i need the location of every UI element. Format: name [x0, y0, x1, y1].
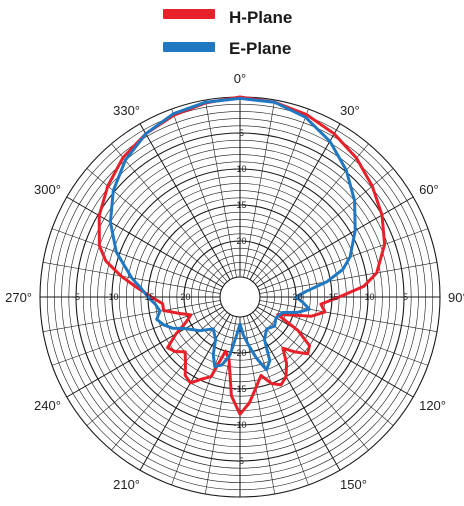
legend: H-Plane E-Plane [163, 8, 292, 58]
grid-spoke [204, 99, 237, 278]
grid-spoke [259, 300, 438, 333]
grid-spoke [258, 228, 429, 291]
legend-swatch-h-plane [163, 9, 215, 19]
radial-tick-label: -10 [233, 164, 246, 174]
angle-tick-label: 90° [448, 290, 464, 305]
grid-spoke [246, 315, 309, 486]
grid-spoke [243, 99, 276, 278]
angle-tick-label: 120° [419, 398, 446, 413]
grid-spoke [255, 168, 394, 285]
angle-tick-label: 0° [234, 71, 246, 86]
grid-spoke [66, 306, 223, 398]
radial-tick-label: -5 [400, 292, 408, 302]
legend-label-h-plane: H-Plane [229, 8, 292, 27]
angle-tick-label: 240° [34, 398, 61, 413]
angle-tick-label: 30° [340, 103, 360, 118]
series-line-e-plane [108, 96, 357, 372]
grid-spoke [171, 108, 234, 279]
legend-swatch-e-plane [163, 42, 215, 52]
grid-spoke [255, 309, 394, 426]
grid-spoke [51, 228, 222, 291]
grid-spoke [252, 143, 369, 282]
radial-tick-label: -15 [141, 292, 154, 302]
grid-spoke [51, 303, 222, 366]
radial-tick-label: -10 [233, 420, 246, 430]
grid-ring [219, 276, 261, 318]
radial-tick-label: -15 [325, 292, 338, 302]
angle-tick-label: 210° [113, 477, 140, 492]
grid-spoke [139, 123, 231, 280]
grid-spoke [257, 306, 414, 398]
grid-spoke [66, 196, 223, 288]
grid-spoke [86, 309, 225, 426]
grid-spoke [252, 312, 369, 451]
grid-spoke [246, 108, 309, 279]
angle-tick-label: 60° [419, 182, 439, 197]
radial-tick-label: -20 [177, 292, 190, 302]
radial-tick-label: -10 [105, 292, 118, 302]
legend-label-e-plane: E-Plane [229, 39, 291, 58]
series-line-h-plane [97, 95, 387, 416]
grid-spoke [257, 196, 414, 288]
grid-spoke [42, 300, 221, 333]
grid-spoke [249, 123, 341, 280]
radial-tick-label: -10 [361, 292, 374, 302]
angle-tick-label: 330° [113, 103, 140, 118]
angle-tick-label: 270° [5, 290, 32, 305]
radial-tick-label: -20 [233, 236, 246, 246]
grid-spoke [86, 168, 225, 285]
radial-tick-label: -20 [233, 348, 246, 358]
radial-tick-label: -15 [233, 200, 246, 210]
radial-tick-label: -5 [236, 128, 244, 138]
angle-tick-label: 300° [34, 182, 61, 197]
grid-ring [212, 269, 268, 325]
polar-grid [39, 96, 441, 498]
angle-tick-label: 150° [340, 477, 367, 492]
radial-tick-label: -5 [236, 456, 244, 466]
grid-spoke [111, 312, 228, 451]
grid-spoke [259, 261, 438, 294]
radial-tick-label: -5 [72, 292, 80, 302]
grid-spoke [111, 143, 228, 282]
series-layer [97, 95, 387, 416]
radial-tick-label: -15 [233, 384, 246, 394]
radial-tick-label: -20 [289, 292, 302, 302]
labels-layer: 0°30°60°90°120°150°180°210°240°270°300°3… [5, 71, 464, 492]
grid-spoke [171, 315, 234, 486]
